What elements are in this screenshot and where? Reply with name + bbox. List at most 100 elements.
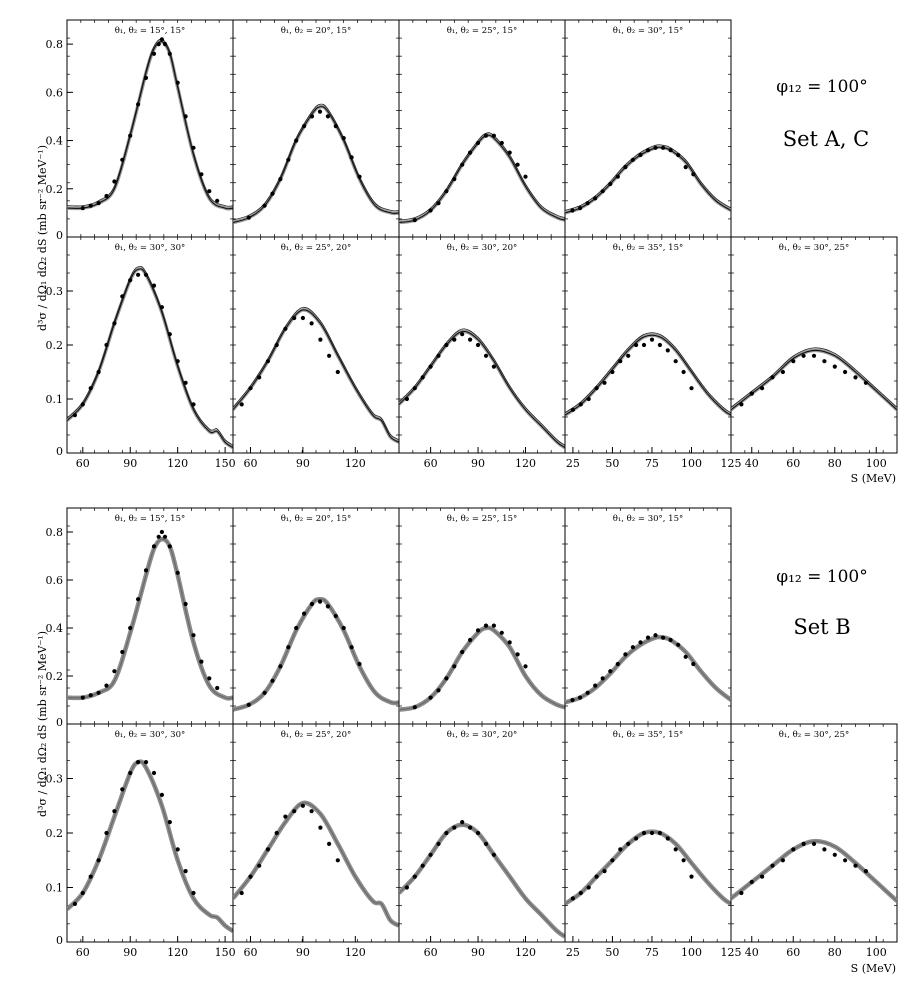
data-point xyxy=(444,189,449,194)
panel-title: θ₁, θ₂ = 20°, 15° xyxy=(281,26,352,36)
curve-group xyxy=(67,37,233,211)
data-point xyxy=(151,544,157,549)
x-tick-label: 90 xyxy=(471,946,485,959)
data-point xyxy=(175,359,180,364)
data-point xyxy=(811,841,817,847)
data-point xyxy=(585,690,590,695)
data-point xyxy=(191,145,196,150)
curve-group xyxy=(233,596,399,712)
panel-b-r2-c5: 40 60 80 100 θ₁, θ₂ = 30°, 25° xyxy=(730,723,898,959)
data-point xyxy=(349,155,354,160)
data-point xyxy=(468,337,473,342)
data-point xyxy=(318,825,323,830)
data-point xyxy=(491,133,496,138)
curve-group xyxy=(233,800,399,928)
data-point xyxy=(749,391,754,396)
x-axis-label-bottom: S (MeV) xyxy=(851,962,896,975)
panel-a-r2-c4: 25 50 75 100 125 θ₁, θ₂ = 35°, 15° xyxy=(564,236,742,470)
theory-line xyxy=(67,760,233,932)
x-tick-label: 150 xyxy=(215,946,236,959)
data-point xyxy=(570,208,575,213)
data-point xyxy=(657,342,663,348)
theory-line xyxy=(399,824,565,938)
y-tick-label: 0.3 xyxy=(46,773,64,786)
panel-frame xyxy=(730,236,898,454)
curve-group xyxy=(565,633,731,705)
data-point xyxy=(191,890,196,896)
x-tick-label: 120 xyxy=(345,946,366,959)
x-tick-label: 75 xyxy=(645,946,659,959)
data-point xyxy=(183,601,188,607)
data-point xyxy=(791,847,796,852)
x-tick-label: 60 xyxy=(424,457,438,470)
data-point xyxy=(626,353,631,358)
data-point xyxy=(801,353,806,358)
data-point xyxy=(404,885,409,890)
data-point xyxy=(499,140,504,146)
theory-line-c xyxy=(731,347,897,408)
data-point xyxy=(136,760,141,765)
data-point xyxy=(159,305,164,310)
y-tick-label: 0.2 xyxy=(46,339,64,352)
data-point xyxy=(412,705,417,710)
data-point xyxy=(294,138,299,143)
data-point xyxy=(283,326,288,331)
panel-title: θ₁, θ₂ = 30°, 30° xyxy=(115,243,186,253)
data-point xyxy=(128,278,133,283)
data-point xyxy=(483,133,489,138)
data-point xyxy=(739,890,744,896)
data-point xyxy=(335,369,340,375)
x-tick-label: 25 xyxy=(566,457,580,470)
curve-group xyxy=(67,265,233,450)
data-point xyxy=(341,136,346,141)
data-point xyxy=(428,695,433,700)
panel-title: θ₁, θ₂ = 30°, 25° xyxy=(779,730,850,740)
x-tick-label: 80 xyxy=(828,457,842,470)
theory-line-c xyxy=(233,306,399,441)
data-point xyxy=(843,369,848,375)
data-point xyxy=(167,51,172,56)
data-point xyxy=(689,386,694,391)
x-tick-label: 100 xyxy=(681,457,702,470)
y-tick-label-zero: 0 xyxy=(56,445,63,458)
data-point xyxy=(341,625,346,631)
curve-group xyxy=(233,306,399,444)
data-point xyxy=(128,133,133,138)
panel-b-r1-c2: θ₁, θ₂ = 20°, 15° xyxy=(232,507,400,725)
data-point xyxy=(335,858,340,863)
data-point xyxy=(80,890,85,896)
data-point xyxy=(420,863,425,868)
data-point xyxy=(292,809,297,814)
data-point xyxy=(159,37,164,42)
x-tick-label: 50 xyxy=(605,946,619,959)
curve-group xyxy=(233,103,399,225)
data-point xyxy=(143,75,149,80)
data-point xyxy=(626,841,631,847)
data-point xyxy=(460,649,465,655)
panel-a-r2-c2: 60 90 120 θ₁, θ₂ = 25°, 20° xyxy=(232,236,400,470)
data-point xyxy=(120,787,125,792)
data-point xyxy=(120,649,125,655)
data-point xyxy=(760,874,765,879)
panel-b-r2-c3: 60 90 120 θ₁, θ₂ = 30°, 20° xyxy=(398,723,566,959)
data-point xyxy=(578,890,583,896)
data-point xyxy=(327,353,332,358)
data-point xyxy=(191,633,196,638)
data-point xyxy=(248,386,253,391)
data-point xyxy=(460,332,465,337)
data-point xyxy=(265,359,270,364)
data-point xyxy=(167,820,172,825)
data-point xyxy=(151,283,157,288)
data-point xyxy=(96,369,101,375)
data-point xyxy=(412,386,417,391)
data-point xyxy=(676,152,681,158)
x-tick-label: 90 xyxy=(471,457,485,470)
data-point xyxy=(156,534,161,539)
data-point xyxy=(302,124,307,129)
x-tick-label: 120 xyxy=(167,457,188,470)
data-point xyxy=(175,80,180,85)
y-tick-label-zero: 0 xyxy=(56,934,63,947)
panel-a-r2-c3: 60 90 120 θ₁, θ₂ = 30°, 20° xyxy=(398,236,566,470)
panel-title: θ₁, θ₂ = 30°, 25° xyxy=(779,243,850,253)
